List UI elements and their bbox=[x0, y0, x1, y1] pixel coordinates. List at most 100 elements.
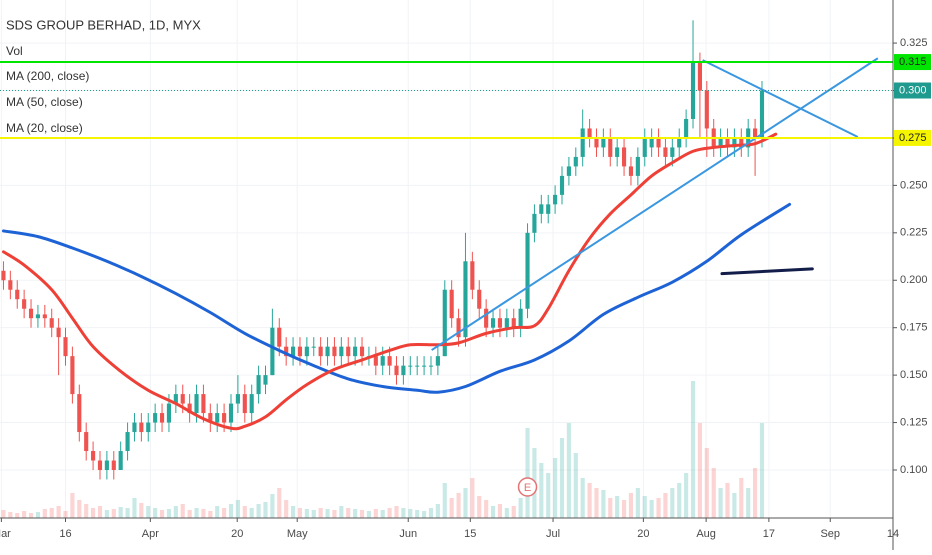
volume-bar bbox=[49, 508, 54, 518]
candle-body bbox=[159, 413, 165, 423]
candle-body bbox=[332, 346, 337, 357]
candle-body bbox=[304, 346, 309, 357]
volume-bar bbox=[284, 500, 289, 518]
volume-bar bbox=[394, 506, 399, 518]
candle-body bbox=[153, 413, 158, 423]
candle-body bbox=[670, 147, 675, 157]
candle-body bbox=[759, 90, 765, 138]
candle-body bbox=[394, 365, 399, 376]
volume-bar bbox=[539, 463, 544, 518]
candle-body bbox=[415, 365, 420, 367]
volume-bar bbox=[553, 458, 558, 518]
volume-bar bbox=[697, 423, 702, 518]
volume-bar bbox=[559, 438, 565, 518]
trend-line bbox=[431, 57, 879, 351]
x-tick-label: 20 bbox=[231, 528, 243, 540]
volume-bar bbox=[642, 496, 647, 518]
moving-average bbox=[720, 267, 814, 276]
volume-bar bbox=[711, 468, 716, 518]
time-axis-bg bbox=[0, 518, 893, 550]
candle-body bbox=[580, 128, 585, 157]
candle-body bbox=[8, 280, 13, 290]
volume-bar bbox=[228, 504, 234, 518]
volume-bar bbox=[484, 500, 489, 518]
volume-bar bbox=[649, 500, 654, 518]
candle-body bbox=[380, 356, 385, 366]
x-tick-label: May bbox=[287, 528, 308, 540]
volume-bar bbox=[442, 483, 447, 518]
volume-bar bbox=[28, 513, 34, 518]
volume-bar bbox=[311, 510, 316, 518]
volume-bar bbox=[97, 506, 103, 518]
candle-body bbox=[139, 422, 144, 433]
volume-bar bbox=[449, 498, 454, 518]
candle-body bbox=[249, 394, 254, 414]
candle-body bbox=[201, 394, 206, 414]
candle-body bbox=[84, 432, 89, 452]
candle-body bbox=[422, 365, 427, 367]
candle-body bbox=[463, 261, 468, 338]
chart-title: SDS GROUP BERHAD, 1D, MYX bbox=[6, 17, 201, 32]
candle-body bbox=[173, 394, 178, 404]
candle-body bbox=[573, 156, 578, 167]
volume-bar bbox=[132, 498, 137, 518]
volume-bar bbox=[601, 490, 606, 518]
candle-body bbox=[63, 337, 68, 357]
volume-bar bbox=[732, 493, 737, 518]
candle-body bbox=[180, 394, 185, 404]
candle-body bbox=[42, 314, 47, 319]
y-tick-label: 0.175 bbox=[900, 322, 928, 334]
volume-bar bbox=[242, 506, 247, 518]
candle-body bbox=[187, 403, 192, 414]
candle-body bbox=[297, 346, 303, 357]
volume-bar bbox=[422, 511, 427, 518]
x-tick-label: Apr bbox=[142, 528, 159, 540]
trend-line bbox=[702, 59, 859, 138]
volume-bar bbox=[111, 509, 116, 518]
y-tick-label: 0.100 bbox=[900, 464, 928, 476]
volume-bar bbox=[35, 512, 40, 518]
volume-bar bbox=[408, 509, 413, 518]
volume-bar bbox=[159, 510, 165, 518]
candle-body bbox=[256, 375, 261, 395]
volume-bar bbox=[690, 381, 696, 518]
candle-body bbox=[222, 413, 227, 423]
volume-bar bbox=[359, 510, 365, 518]
x-tick-label: Sep bbox=[820, 528, 840, 540]
candle-body bbox=[284, 346, 289, 357]
candle-body bbox=[753, 128, 758, 138]
candle-body bbox=[518, 308, 523, 328]
candle-body bbox=[49, 318, 54, 328]
moving-average bbox=[1, 132, 778, 431]
candle-body bbox=[608, 137, 613, 157]
x-tick-label: 15 bbox=[464, 528, 476, 540]
volume-bar bbox=[511, 506, 516, 518]
volume-bar bbox=[615, 496, 620, 518]
event-label: E bbox=[524, 482, 531, 494]
candle-body bbox=[118, 451, 123, 470]
candle-body bbox=[56, 327, 61, 338]
candle-body bbox=[677, 137, 682, 148]
x-tick-label: Mar bbox=[0, 528, 11, 540]
legend-entry: MA (50, close) bbox=[6, 95, 83, 109]
grid bbox=[0, 0, 894, 518]
volume-bar bbox=[1, 510, 6, 518]
volume-bar bbox=[525, 428, 530, 518]
volume-bar bbox=[566, 423, 571, 518]
volume-bar bbox=[146, 506, 151, 518]
volume-bar bbox=[208, 511, 213, 518]
volume-bar bbox=[401, 508, 406, 518]
x-tick-label: Jul bbox=[546, 528, 560, 540]
candle-body bbox=[373, 356, 378, 366]
volume-bar bbox=[635, 488, 640, 518]
volume-bar bbox=[470, 478, 475, 518]
candle-body bbox=[311, 346, 316, 348]
volume-layer bbox=[1, 381, 765, 518]
volume-bar bbox=[718, 488, 723, 518]
volume-bar bbox=[84, 504, 89, 518]
x-tick-label: 16 bbox=[59, 528, 71, 540]
volume-bar bbox=[725, 483, 730, 518]
volume-bar bbox=[15, 513, 20, 518]
candle-body bbox=[449, 289, 454, 319]
candle-body bbox=[442, 289, 447, 357]
